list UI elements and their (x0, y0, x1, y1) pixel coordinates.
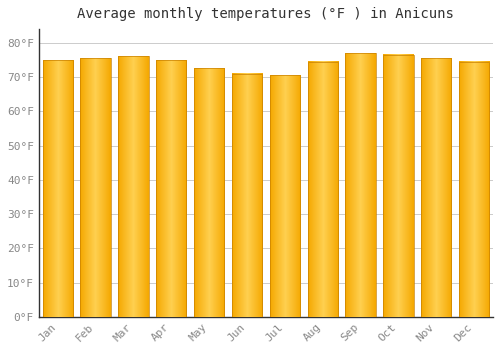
Bar (80, 58, 110, 317)
Bar (270, 75, 300, 317)
Bar (194, 69, 224, 317)
Bar (118, 56, 148, 317)
Bar (346, 53, 376, 317)
Bar (384, 55, 414, 317)
Bar (459, 62, 490, 317)
Bar (232, 74, 262, 317)
Bar (156, 60, 186, 317)
Bar (308, 62, 338, 317)
Bar (421, 58, 452, 317)
Title: Average monthly temperatures (°F ) in Anicuns: Average monthly temperatures (°F ) in An… (78, 7, 454, 21)
Bar (42, 60, 73, 317)
